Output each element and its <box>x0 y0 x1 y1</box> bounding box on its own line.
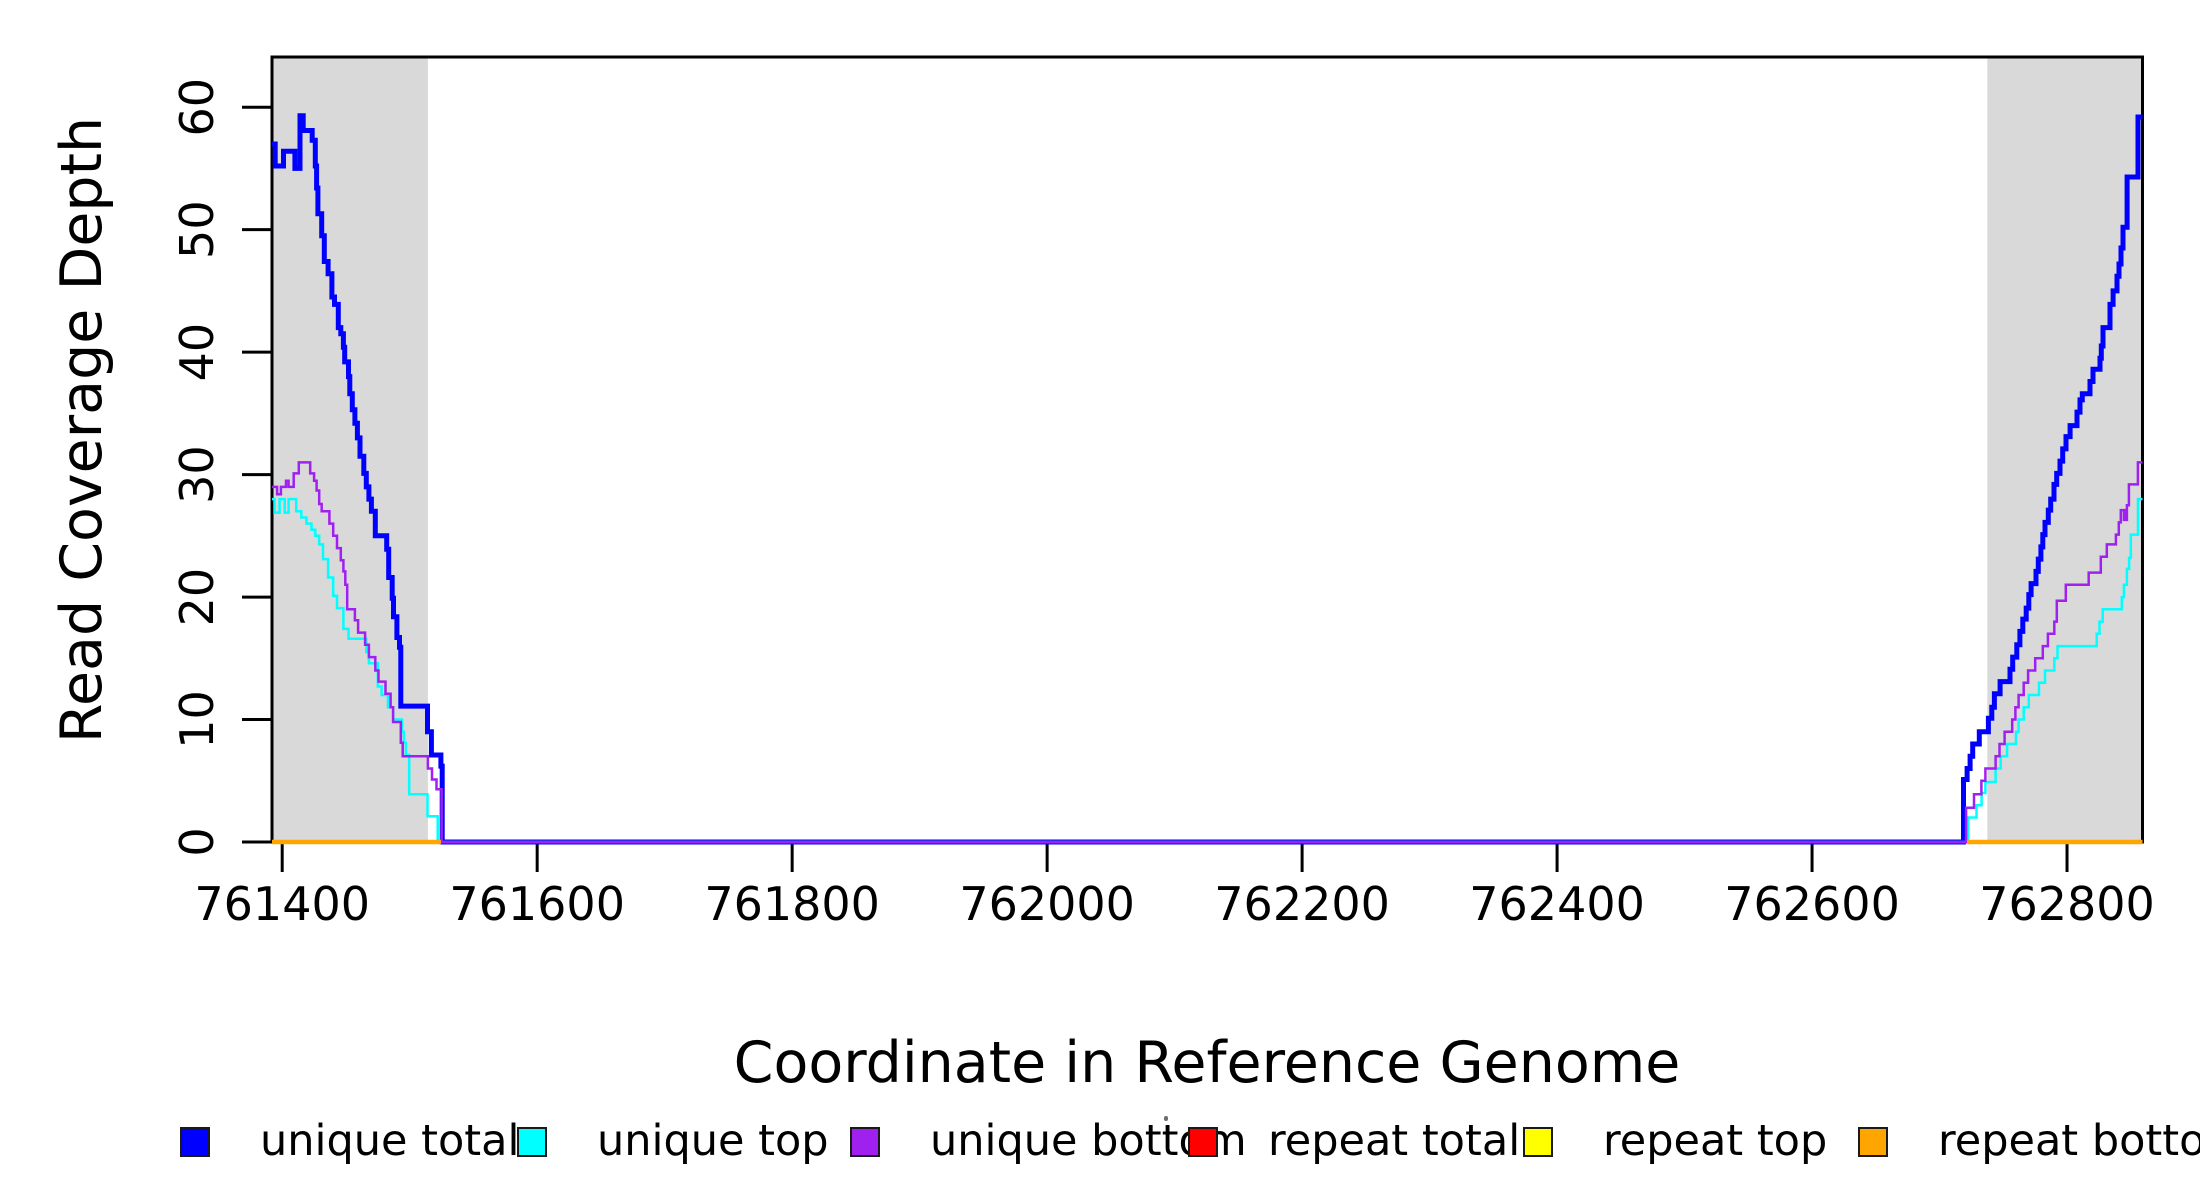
series-line-unique-top <box>272 497 2143 844</box>
legend-swatch-repeat-top <box>1523 1126 1553 1157</box>
y-axis-title: Read Coverage Depth <box>49 116 115 744</box>
y-tick-label: 50 <box>170 200 224 259</box>
legend-item-repeat-bottom: repeat bottom <box>1858 1120 2200 1163</box>
legend-item-repeat-top: repeat top <box>1523 1120 1827 1163</box>
x-tick-label: 761600 <box>449 877 625 931</box>
legend-label: repeat bottom <box>1938 1116 2200 1166</box>
series-line-unique-total <box>272 113 2143 845</box>
legend-label: repeat top <box>1603 1116 1828 1166</box>
legend-item-unique-total: unique total <box>180 1120 519 1163</box>
y-tick-label: 10 <box>170 690 224 749</box>
repeat-region-rect <box>272 57 428 842</box>
legend-swatch-unique-bottom <box>850 1126 880 1157</box>
plot-box <box>270 55 2144 844</box>
legend-item-repeat-total: repeat total <box>1188 1120 1520 1163</box>
legend-label: unique total <box>260 1116 520 1166</box>
legend-swatch-unique-total <box>180 1126 210 1157</box>
legend-swatch-unique-top <box>517 1126 547 1157</box>
series-line-unique-bottom <box>272 461 2143 844</box>
x-tick-label: 761800 <box>704 877 880 931</box>
legend-swatch-repeat-bottom <box>1858 1126 1888 1157</box>
x-axis-title: Coordinate in Reference Genome <box>733 1030 1681 1096</box>
stray-dot <box>1164 1116 1168 1121</box>
y-tick-label: 40 <box>170 323 224 382</box>
y-tick-label: 30 <box>170 445 224 504</box>
x-tick-label: 762000 <box>959 877 1135 931</box>
x-tick-label: 762600 <box>1724 877 1900 931</box>
y-tick-label: 20 <box>170 568 224 627</box>
x-tick-label: 762200 <box>1214 877 1390 931</box>
legend-swatch-repeat-total <box>1188 1126 1218 1157</box>
legend-label: unique top <box>597 1116 829 1166</box>
x-tick-label: 761400 <box>194 877 370 931</box>
y-tick-label: 60 <box>170 78 224 137</box>
x-tick-label: 762800 <box>1979 877 2155 931</box>
legend-label: repeat total <box>1268 1116 1521 1166</box>
x-tick-label: 762400 <box>1469 877 1645 931</box>
legend-item-unique-top: unique top <box>517 1120 829 1163</box>
y-tick-label: 0 <box>170 827 224 856</box>
